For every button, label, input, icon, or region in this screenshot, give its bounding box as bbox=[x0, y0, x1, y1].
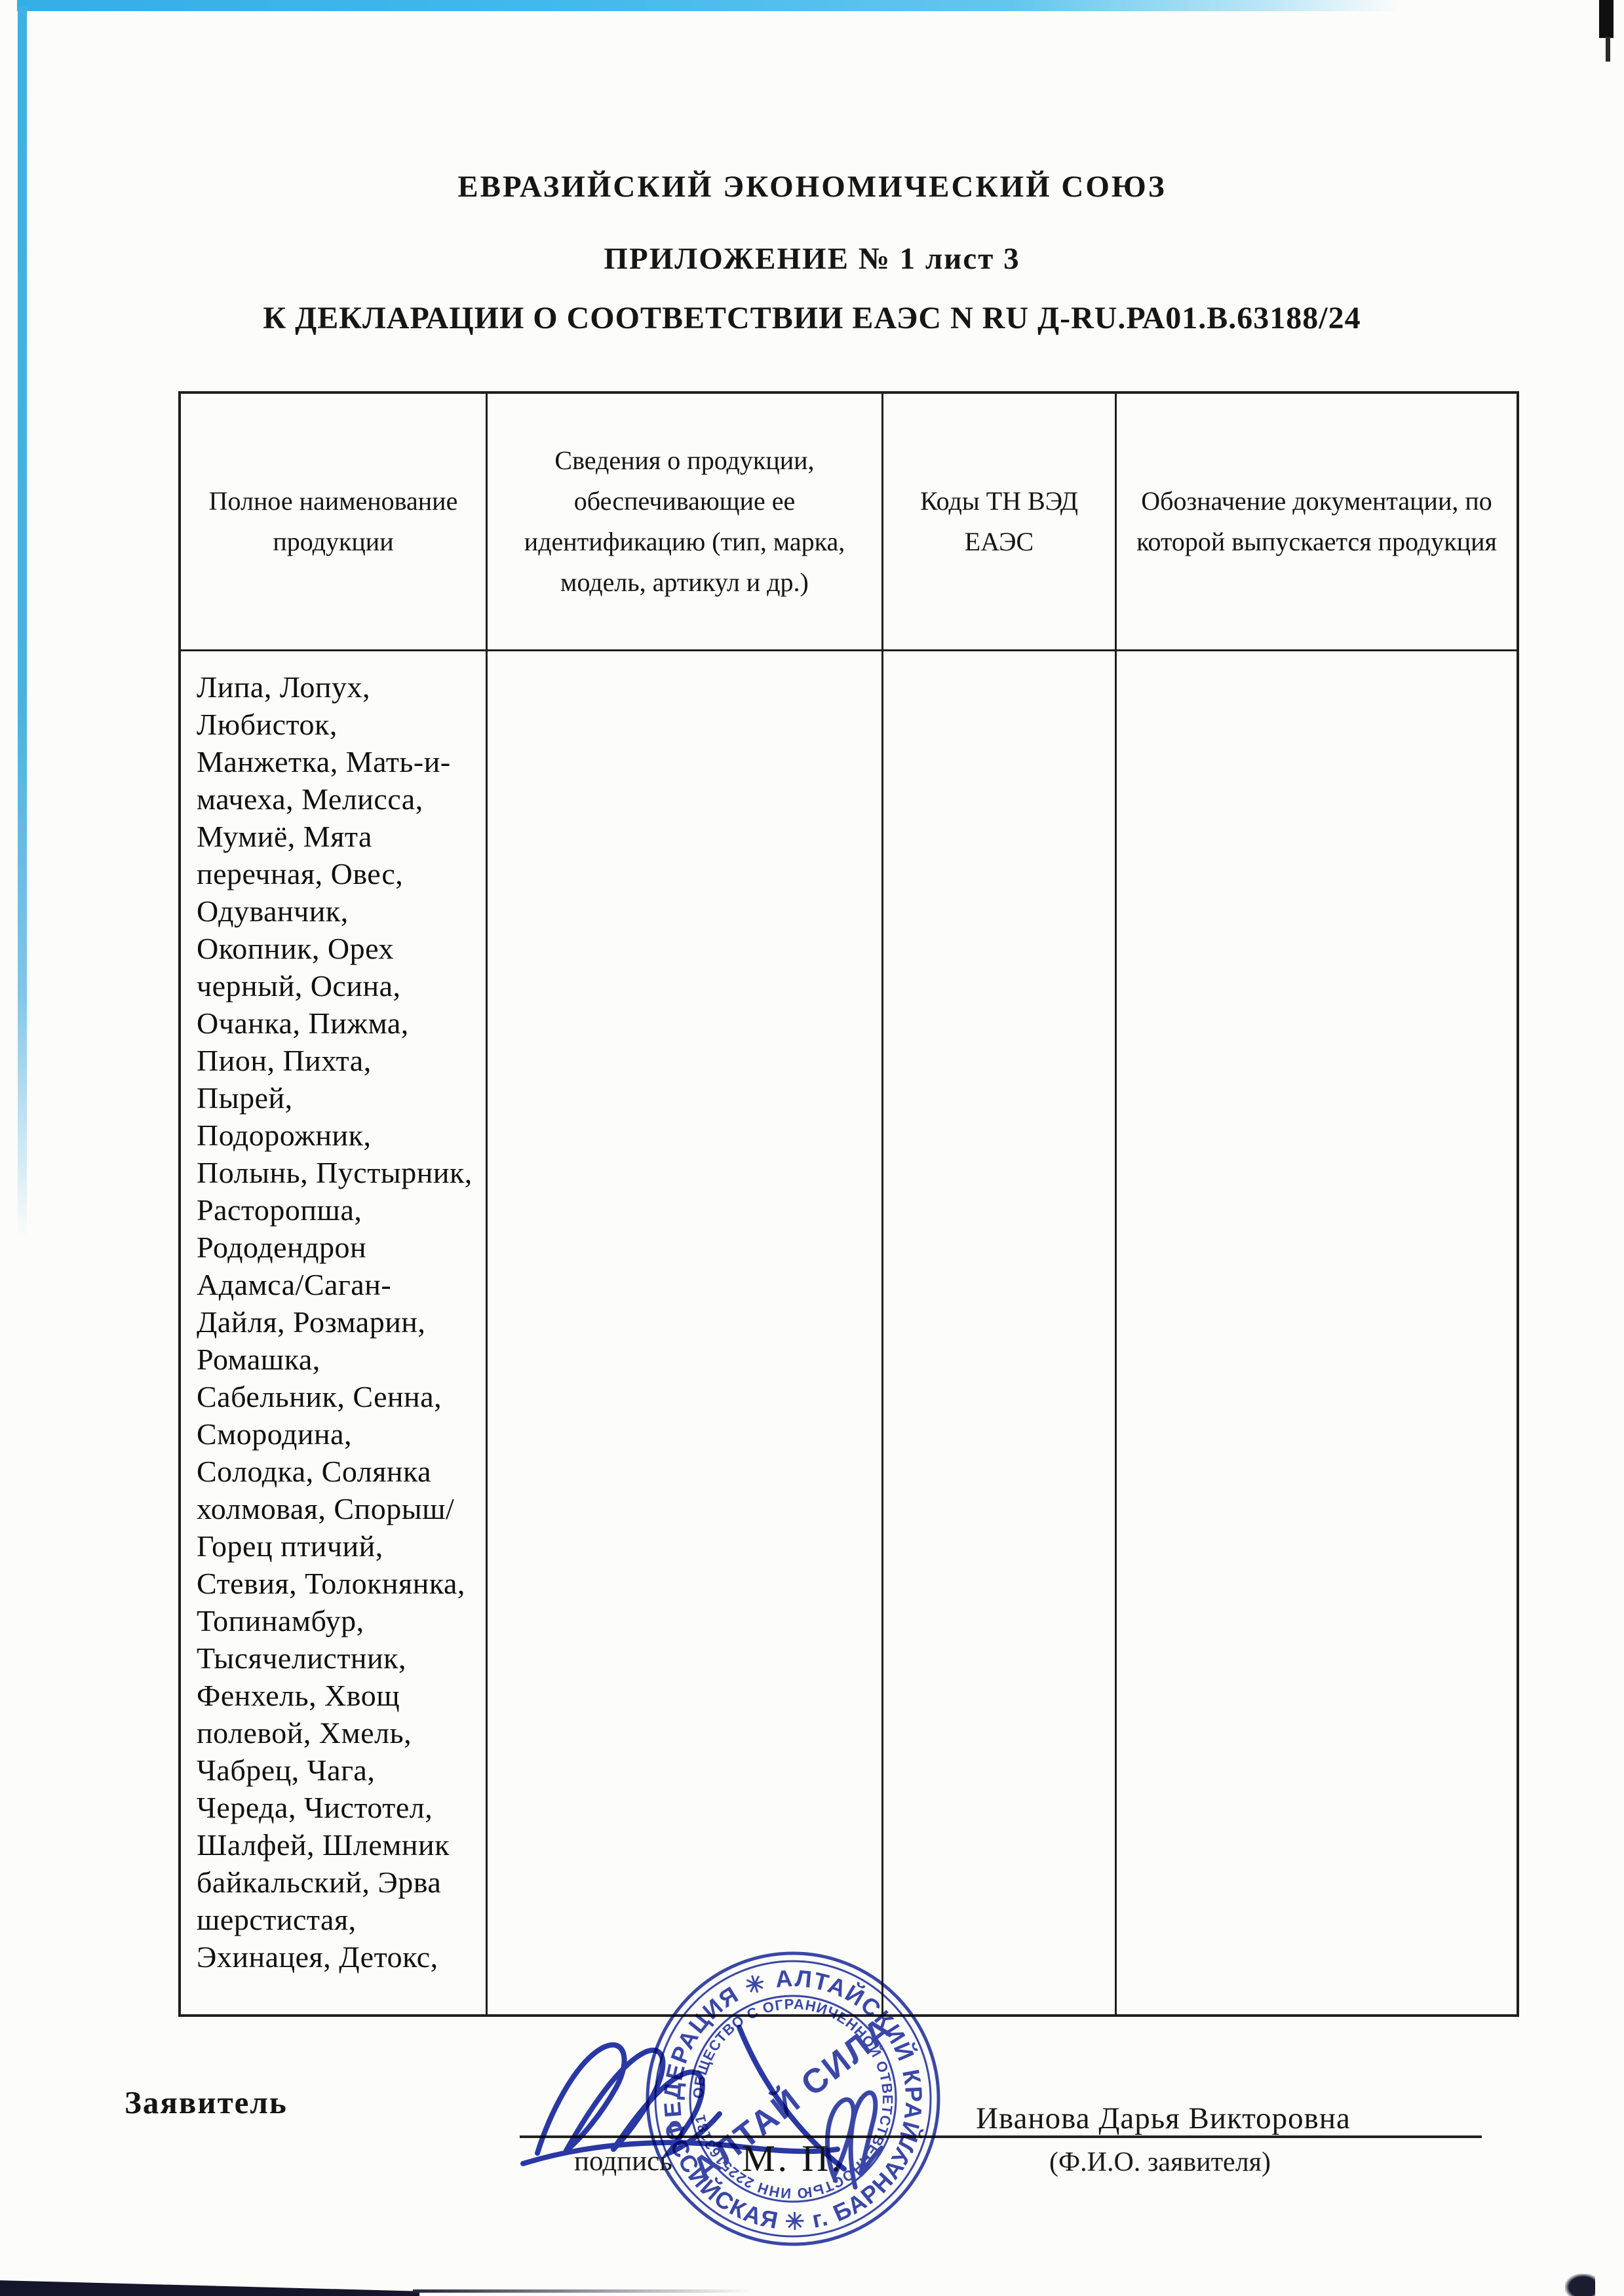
col-header-tnved-codes: Коды ТН ВЭД ЕАЭС bbox=[883, 394, 1117, 651]
stamp-outer-circle bbox=[646, 1951, 940, 2246]
scan-artifact-top-right-tail bbox=[1606, 37, 1610, 62]
scan-edge-left bbox=[18, 7, 27, 1238]
products-table: Полное наименование продукции Сведения о… bbox=[178, 391, 1519, 2017]
scan-artifact-top-right-mark bbox=[1599, 0, 1614, 38]
cell-documentation bbox=[1117, 651, 1517, 2014]
applicant-name: Иванова Дарья Викторовна bbox=[976, 2101, 1351, 2135]
col-header-product-name: Полное наименование продукции bbox=[181, 394, 488, 651]
stamp-place-caption: М. П. bbox=[742, 2138, 843, 2179]
cell-product-info bbox=[488, 651, 883, 2014]
signature-caption: подпись bbox=[574, 2146, 672, 2177]
stamp-inner-circle bbox=[689, 1995, 897, 2203]
scan-artifact-bottom-wedge bbox=[0, 2280, 419, 2296]
scan-artifact-bottom-line bbox=[413, 2289, 754, 2293]
signature-line bbox=[520, 2135, 1482, 2138]
company-stamp: ФЕДЕРАЦИЯ ✳ АЛТАЙСКИЙ КРАЙ РОССИЙСКАЯ ✳ … bbox=[639, 1945, 940, 2246]
union-title: ЕВРАЗИЙСКИЙ ЭКОНОМИЧЕСКИЙ СОЮЗ bbox=[457, 170, 1167, 204]
appendix-title: ПРИЛОЖЕНИЕ № 1 лист 3 bbox=[604, 242, 1020, 276]
scan-edge-top bbox=[17, 0, 1400, 11]
cell-product-names: Липа, Лопух, Любисток, Манжетка, Мать-и-… bbox=[181, 651, 488, 2014]
cell-tnved-codes bbox=[883, 651, 1117, 2014]
stamp-outer-inner-circle bbox=[654, 1960, 932, 2238]
applicant-name-caption: (Ф.И.О. заявителя) bbox=[1049, 2147, 1271, 2177]
applicant-signature bbox=[520, 2025, 847, 2172]
declaration-number-title: К ДЕКЛАРАЦИИ О СООТВЕТСТВИИ ЕАЭС N RU Д-… bbox=[263, 301, 1361, 335]
col-header-product-info: Сведения о продукции, обеспечивающие ее … bbox=[488, 394, 883, 651]
stamp-monogram bbox=[825, 2090, 884, 2190]
scan-artifact-bottom-right-blob bbox=[1565, 2274, 1595, 2296]
applicant-label: Заявитель bbox=[125, 2084, 288, 2120]
col-header-documentation: Обозначение документации, по которой вып… bbox=[1117, 394, 1517, 651]
